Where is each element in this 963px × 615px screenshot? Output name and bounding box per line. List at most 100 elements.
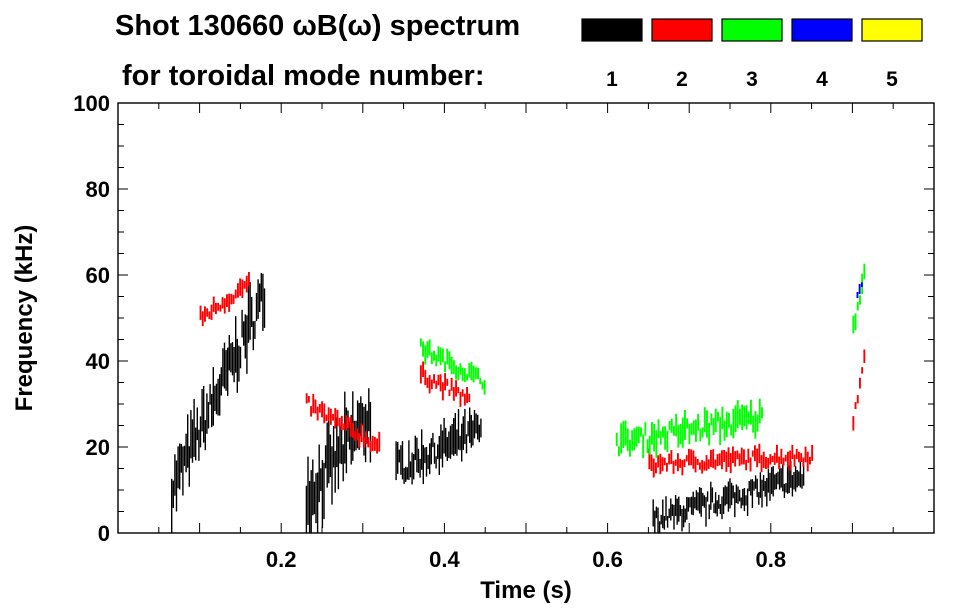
streak [750, 399, 752, 425]
streak [784, 454, 787, 462]
streak [448, 351, 451, 370]
streak [729, 478, 731, 509]
legend-swatch-2 [651, 18, 713, 42]
streak [180, 444, 182, 473]
streak [726, 486, 728, 505]
streak [716, 500, 718, 517]
mode-region-n3-spike-end [852, 263, 866, 334]
streak [461, 423, 463, 462]
streak [741, 404, 744, 431]
streak [221, 297, 224, 309]
streak [769, 454, 772, 465]
streak [397, 441, 399, 474]
chart-title-line1: Shot 130660 ωB(ω) spectrum [115, 10, 520, 42]
streak [432, 432, 434, 448]
streak [446, 378, 449, 386]
streak [652, 458, 655, 478]
streak [466, 374, 468, 381]
streak [711, 487, 714, 503]
streak [459, 391, 462, 407]
streak [228, 335, 230, 371]
legend: 1 2 3 4 5 [581, 18, 923, 91]
streak [663, 516, 666, 530]
streak [463, 368, 466, 382]
streak [721, 450, 723, 470]
streak [756, 448, 759, 468]
streak [448, 389, 451, 397]
streak [662, 499, 664, 529]
streak [676, 498, 678, 525]
streak [795, 448, 798, 460]
streak [718, 494, 720, 509]
x-tick-label: 0.4 [429, 547, 460, 572]
streak [174, 454, 176, 496]
streak [209, 384, 211, 405]
streak [361, 403, 364, 426]
streak [475, 413, 477, 434]
streak [230, 343, 232, 373]
y-tick-label: 0 [98, 521, 110, 546]
streak [465, 434, 468, 454]
streak [661, 457, 664, 472]
mode-region-n1-burst-early [171, 273, 266, 533]
streak [670, 450, 673, 464]
streak [376, 438, 378, 454]
streak [721, 406, 724, 430]
streak [673, 425, 675, 436]
streak [409, 461, 412, 478]
streak [683, 459, 686, 468]
streak [681, 417, 684, 448]
streak [754, 475, 757, 489]
streak [714, 408, 717, 433]
streak [314, 399, 317, 414]
spectrogram-marks [171, 263, 866, 533]
streak [654, 510, 656, 533]
streak [217, 302, 220, 311]
streak [852, 416, 855, 431]
streak [239, 346, 242, 369]
streak [686, 418, 689, 429]
streak [774, 474, 776, 490]
x-tick-label: 0.8 [756, 547, 787, 572]
streak [694, 497, 696, 509]
streak [631, 430, 634, 451]
streak [725, 411, 728, 437]
streak [723, 420, 726, 441]
streak [719, 417, 722, 446]
streak [358, 402, 360, 450]
streak [682, 505, 685, 528]
streak [456, 429, 458, 456]
streak [791, 444, 794, 460]
streak [433, 350, 435, 361]
streak [620, 423, 623, 454]
mode-region-n3-chirp-040 [419, 338, 486, 395]
streak [208, 311, 211, 320]
streak [729, 453, 732, 474]
streak [483, 380, 486, 395]
legend-swatch-5 [861, 18, 923, 42]
streak [435, 380, 438, 389]
streak [466, 387, 468, 403]
streak [453, 418, 455, 456]
streak [724, 485, 726, 506]
streak [223, 342, 226, 389]
streak [745, 405, 748, 430]
streak [782, 464, 784, 492]
streak [444, 361, 446, 373]
streak [706, 491, 709, 502]
streak [426, 377, 429, 388]
streak [403, 468, 405, 484]
streak [778, 466, 781, 490]
streak [417, 448, 420, 473]
y-tick-label: 40 [86, 349, 110, 374]
streak [670, 498, 672, 521]
streak [772, 466, 774, 497]
streak [336, 417, 338, 468]
streak [678, 496, 680, 522]
legend-swatch-3 [721, 18, 783, 42]
streak [782, 457, 785, 466]
streak [245, 275, 248, 293]
streak [457, 409, 460, 450]
streak [307, 456, 309, 525]
streak [325, 414, 328, 422]
